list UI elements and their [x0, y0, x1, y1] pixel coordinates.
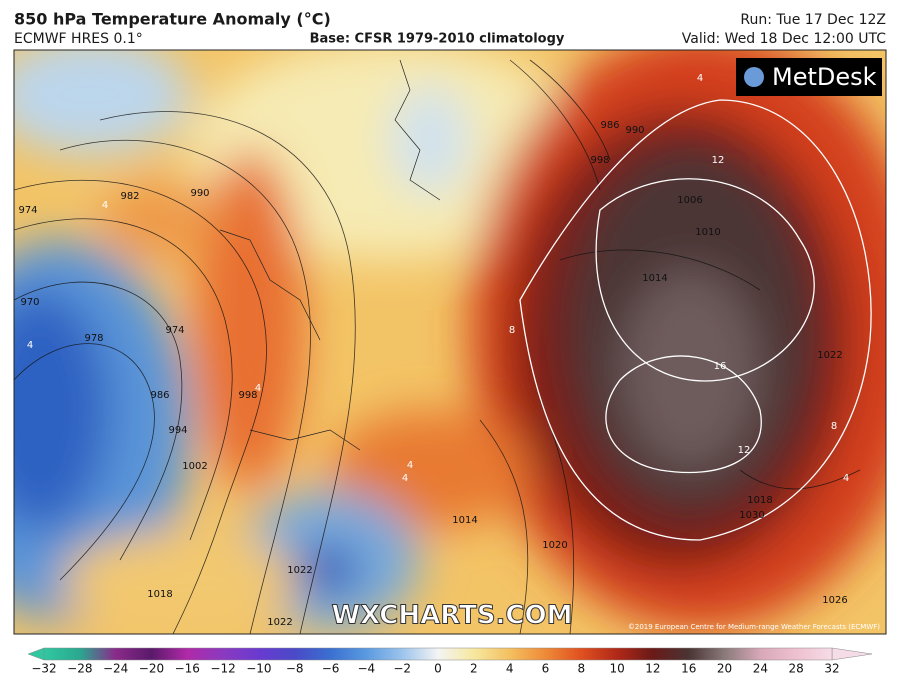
- colorbar-label: −32: [31, 662, 56, 676]
- isobar-label: 1014: [642, 273, 667, 284]
- map-title: 850 hPa Temperature Anomaly (°C): [14, 10, 331, 29]
- isobar-label: 998: [590, 155, 609, 166]
- colorbar-label: −8: [286, 662, 304, 676]
- isobar-label: 1014: [452, 515, 477, 526]
- colorbar-label: 16: [681, 662, 696, 676]
- isobar-label: 1006: [677, 195, 702, 206]
- colorbar-label: −4: [358, 662, 376, 676]
- isobar-label: 1010: [695, 227, 720, 238]
- colorbar-label: −24: [103, 662, 128, 676]
- colorbar-bar: [43, 647, 833, 661]
- anomaly-label: 4: [102, 200, 108, 211]
- colorbar-label: 24: [753, 662, 768, 676]
- anomaly-label: 4: [27, 340, 33, 351]
- isobar-label: 1002: [182, 461, 207, 472]
- logo: MetDesk: [772, 63, 877, 91]
- colorbar-label: 2: [470, 662, 478, 676]
- colorbar-label: −2: [393, 662, 411, 676]
- map: [14, 50, 886, 634]
- colorbar-label: 28: [789, 662, 804, 676]
- colorbar-label: −20: [139, 662, 164, 676]
- isobar-label: 970: [20, 297, 39, 308]
- colorbar-label: 0: [434, 662, 442, 676]
- model-label: ECMWF HRES 0.1°: [14, 31, 143, 47]
- colorbar-label: 32: [824, 662, 839, 676]
- isobar-label: 994: [168, 425, 187, 436]
- isobar-label: 1018: [747, 495, 772, 506]
- colorbar-label: −12: [210, 662, 235, 676]
- isobar-label: 1022: [287, 565, 312, 576]
- colorbar-label: 6: [542, 662, 550, 676]
- anomaly-label: 4: [843, 473, 849, 484]
- anomaly-label: 12: [738, 445, 751, 456]
- isobar-label: 974: [18, 205, 37, 216]
- isobar-label: 1022: [267, 617, 292, 628]
- logo-icon: [744, 67, 764, 87]
- map-frame: [13, 49, 887, 635]
- colorbar-label: −6: [322, 662, 340, 676]
- colorbar-label: −28: [67, 662, 92, 676]
- anomaly-label: 4: [255, 383, 261, 394]
- anomaly-label: 4: [407, 460, 413, 471]
- isobar-label: 982: [120, 191, 139, 202]
- anomaly-label: 8: [831, 421, 837, 432]
- isobar-label: 1022: [817, 350, 842, 361]
- colorbar-label: 8: [577, 662, 585, 676]
- run-label: Run: Tue 17 Dec 12Z: [740, 12, 886, 28]
- isobar-label: 1020: [542, 540, 567, 551]
- anomaly-label: 12: [712, 155, 725, 166]
- anomaly-label: 4: [402, 473, 408, 484]
- site-watermark: WXCHARTS.COM: [331, 601, 572, 631]
- copyright: ©2019 European Centre for Medium-range W…: [628, 623, 880, 631]
- colorbar: −32 −28 −24 −20 −16 −12 −10 −8 −6 −4 −2 0 2 4 6 8 10 12 16…: [27, 647, 873, 676]
- isobar-label: 986: [600, 120, 619, 131]
- anomaly-label: 16: [714, 361, 727, 372]
- anomaly-label: 4: [697, 73, 703, 84]
- colorbar-label: −10: [246, 662, 271, 676]
- isobar-label: 998: [238, 390, 257, 401]
- isobar-label: 1018: [147, 589, 172, 600]
- isobar-label: 990: [625, 125, 644, 136]
- colorbar-label: 12: [645, 662, 660, 676]
- colorbar-label: 10: [609, 662, 624, 676]
- isobar-label: 974: [165, 325, 184, 336]
- isobar-label: 1030: [739, 510, 764, 521]
- colorbar-high-end: [831, 647, 873, 661]
- colorbar-low-end: [27, 647, 45, 661]
- isobar-label: 1026: [822, 595, 847, 606]
- isobar-label: 990: [190, 188, 209, 199]
- colorbar-label: −16: [175, 662, 200, 676]
- valid-label: Valid: Wed 18 Dec 12:00 UTC: [682, 31, 886, 47]
- isobar-label: 986: [150, 390, 169, 401]
- isobar-label: 978: [84, 333, 103, 344]
- base-label: Base: CFSR 1979-2010 climatology: [310, 32, 565, 47]
- colorbar-label: 4: [506, 662, 514, 676]
- colorbar-label: 20: [717, 662, 732, 676]
- anomaly-label: 8: [509, 325, 515, 336]
